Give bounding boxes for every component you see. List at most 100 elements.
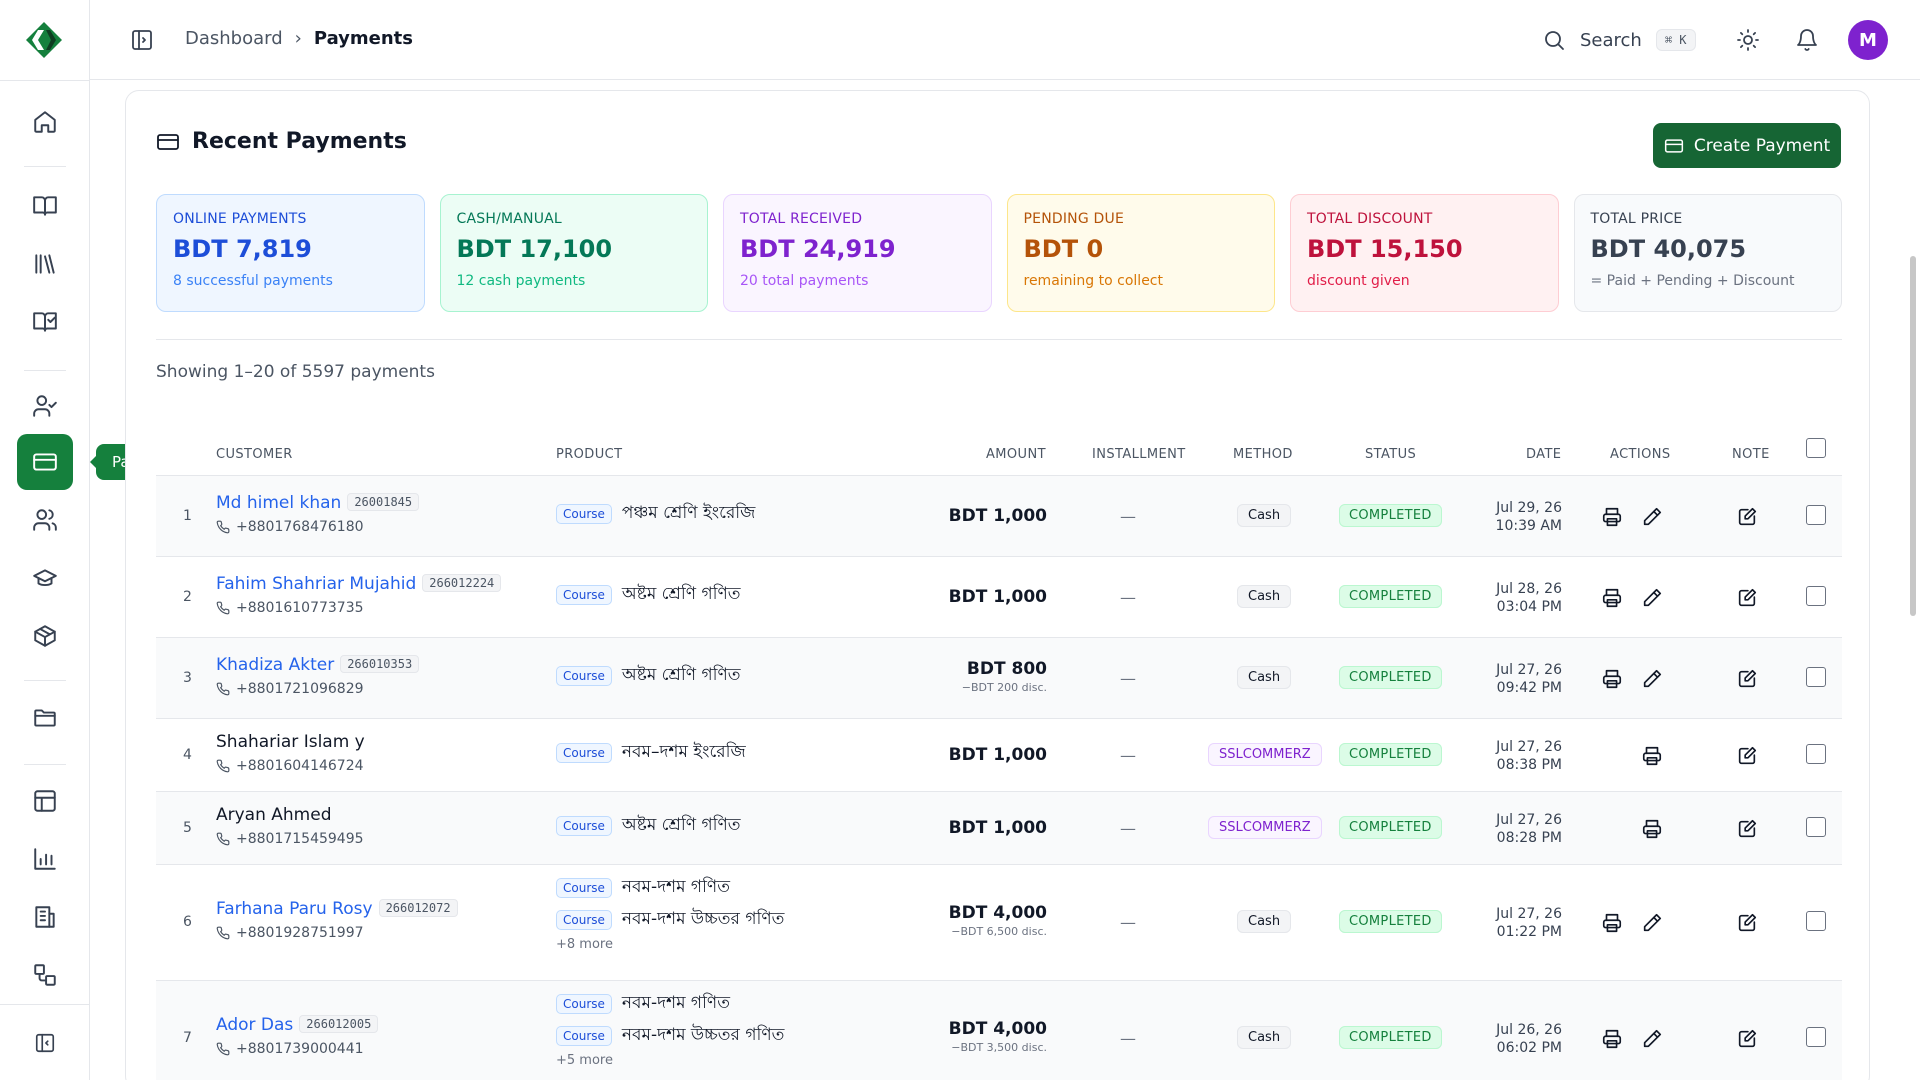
search-button[interactable]: Search ⌘ K [1542,24,1696,56]
row-select-checkbox[interactable] [1806,666,1826,687]
theme-toggle-button[interactable] [1736,28,1760,52]
table-row[interactable]: 4 Shahariar Islam y +8801604146724 Course নব… [156,719,1842,792]
product-item: Course নবম-দশম গণিত [556,991,784,1017]
table-row[interactable]: 6 Farhana Paru Rosy 266012072 +880192875199… [156,865,1842,981]
print-receipt-button[interactable] [1601,506,1623,528]
logo-icon[interactable] [24,20,64,60]
page-scrollbar[interactable] [1910,90,1916,1080]
edit-payment-button[interactable] [1641,587,1663,609]
sidebar-item-books[interactable] [17,294,73,350]
edit-payment-button[interactable] [1641,1028,1663,1050]
breadcrumb-dashboard-link[interactable]: Dashboard [185,28,283,49]
payment-date: Jul 28, 26 [1496,580,1562,597]
print-receipt-button[interactable] [1641,745,1663,767]
customer-name[interactable]: Farhana Paru Rosy [216,899,373,919]
add-note-button[interactable] [1736,1028,1758,1050]
stat-subtext: remaining to collect [1023,273,1164,289]
table-row[interactable]: 1 Md himel khan 26001845 +8801768476180 Cour… [156,476,1842,557]
page-title-text: Recent Payments [192,129,407,154]
sidebar-item-organization[interactable] [17,889,73,945]
amount-cell: BDT 4,000 −BDT 3,500 disc. [949,1019,1047,1054]
sidebar-item-files[interactable] [17,690,73,746]
table-row[interactable]: 5 Aryan Ahmed +8801715459495 Course অষ্টম শ্… [156,792,1842,865]
customer-name[interactable]: Ador Das [216,1015,294,1035]
add-note-button[interactable] [1736,912,1758,934]
print-receipt-button[interactable] [1641,818,1663,840]
sidebar-item-students[interactable] [17,550,73,606]
search-shortcut: ⌘ K [1655,29,1696,51]
product-type-badge: Course [556,665,612,686]
print-receipt-button[interactable] [1601,668,1623,690]
table-row[interactable]: 2 Fahim Shahriar Mujahid 266012224 +8801610… [156,557,1842,638]
add-note-button[interactable] [1736,506,1758,528]
row-select-checkbox[interactable] [1806,1027,1826,1047]
print-receipt-button[interactable] [1601,912,1623,934]
add-note-button[interactable] [1736,818,1758,840]
product-name: পঞ্চম শ্রেণি ইংরেজি [621,502,756,523]
sidebar-collapse-button[interactable] [17,1015,73,1071]
product-type-badge: Course [556,994,612,1014]
stat-subtext: = Paid + Pending + Discount [1590,273,1795,289]
bell-icon [1797,29,1817,51]
sidebar-item-users[interactable] [17,492,73,548]
users-icon [33,509,57,531]
notifications-button[interactable] [1795,28,1819,52]
column-header-product[interactable]: PRODUCT [556,447,623,462]
date-cell: Jul 26, 26 06:02 PM [1496,1021,1562,1057]
column-header-status[interactable]: STATUS [1365,447,1417,462]
stat-label: PENDING DUE [1023,211,1125,227]
sidebar-item-packages[interactable] [17,608,73,664]
column-header-amount[interactable]: AMOUNT [986,447,1046,462]
customer-name[interactable]: Khadiza Akter [216,654,335,675]
column-header-customer[interactable]: CUSTOMER [216,447,293,462]
column-header-method[interactable]: METHOD [1233,447,1293,462]
add-note-button[interactable] [1736,745,1758,767]
method-cell: Cash [1237,665,1292,689]
table-row[interactable]: 7 Ador Das 266012005 +8801739000441 Course নব… [156,981,1842,1080]
folder-icon [34,709,56,727]
scrollbar-thumb[interactable] [1910,256,1916,616]
payment-time: 09:42 PM [1496,679,1562,696]
more-products-link[interactable]: +8 more [556,937,613,952]
row-index: 4 [183,746,192,763]
more-products-link[interactable]: +5 more [556,1053,613,1068]
payment-date: Jul 27, 26 [1496,738,1562,755]
edit-payment-button[interactable] [1641,668,1663,690]
edit-payment-button[interactable] [1641,506,1663,528]
customer-name[interactable]: Md himel khan [216,492,342,513]
avatar[interactable]: M [1848,20,1888,60]
row-select-checkbox[interactable] [1806,816,1826,837]
column-header-installment[interactable]: INSTALLMENT [1092,447,1186,462]
row-select-checkbox[interactable] [1806,504,1826,525]
row-select-checkbox[interactable] [1806,911,1826,931]
sidebar-item-library[interactable] [17,236,73,292]
sidebar-item-attendance[interactable] [17,378,73,434]
sidebar-item-courses[interactable] [17,178,73,234]
amount-cell: BDT 1,000 [949,818,1047,838]
phone-number: +8801739000441 [236,1041,364,1057]
row-select-checkbox[interactable] [1806,743,1826,764]
sidebar-item-reports[interactable] [17,831,73,887]
select-all-checkbox[interactable] [1806,438,1826,458]
phone-icon [216,1042,230,1056]
sidebar-toggle-button[interactable] [130,28,154,52]
column-header-date[interactable]: DATE [1526,447,1562,462]
print-receipt-button[interactable] [1601,587,1623,609]
sidebar-item-workflow[interactable] [17,947,73,1003]
phone-icon [216,832,230,845]
payment-method-badge: Cash [1237,503,1292,527]
create-payment-button[interactable]: Create Payment [1653,123,1841,168]
amount-cell: BDT 1,000 [949,506,1047,526]
add-note-button[interactable] [1736,587,1758,609]
sidebar-item-home[interactable] [17,94,73,150]
customer-name[interactable]: Fahim Shahriar Mujahid [216,573,417,594]
print-receipt-button[interactable] [1601,1028,1623,1050]
date-cell: Jul 27, 26 09:42 PM [1496,661,1562,697]
row-select-checkbox[interactable] [1806,585,1826,606]
table-row[interactable]: 3 Khadiza Akter 266010353 +8801721096829 Cou… [156,638,1842,719]
edit-payment-button[interactable] [1641,912,1663,934]
sidebar-separator [24,680,66,681]
add-note-button[interactable] [1736,668,1758,690]
sidebar-item-layout[interactable] [17,773,73,829]
sidebar-item-payments[interactable] [17,434,73,490]
